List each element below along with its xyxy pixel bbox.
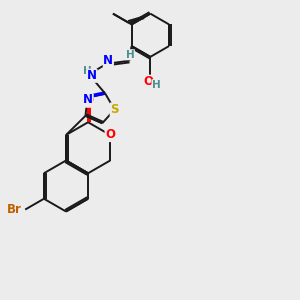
Text: H: H — [83, 66, 92, 76]
Text: H: H — [152, 80, 161, 90]
Text: O: O — [83, 94, 93, 107]
Text: O: O — [105, 128, 115, 142]
Text: Br: Br — [7, 203, 22, 216]
Text: S: S — [110, 103, 119, 116]
Text: O: O — [144, 75, 154, 88]
Text: H: H — [126, 50, 134, 60]
Text: N: N — [82, 93, 92, 106]
Text: N: N — [103, 54, 113, 67]
Text: N: N — [87, 69, 97, 82]
